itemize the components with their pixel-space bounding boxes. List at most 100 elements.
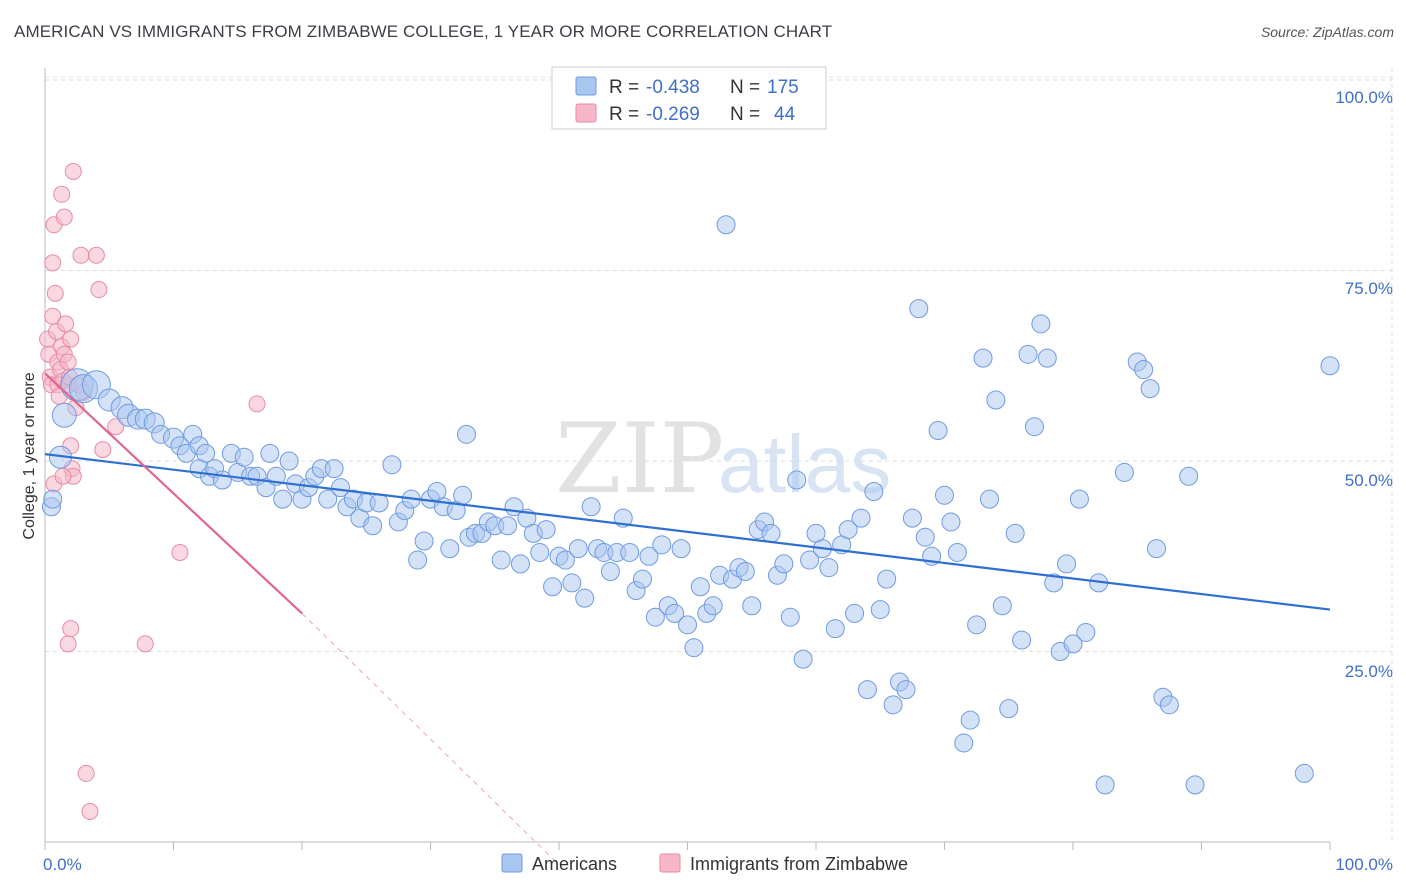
americans-point-79	[575, 588, 595, 608]
americans-point-69	[510, 554, 530, 574]
americans-point-83	[600, 561, 620, 581]
americans-point-90	[645, 607, 665, 627]
americans-point-137	[947, 542, 967, 562]
americans-point-170	[1320, 356, 1340, 376]
americans-point-122	[851, 508, 871, 528]
americans-point-59	[453, 485, 473, 505]
zimbabwe-point-37	[94, 441, 112, 459]
legend-r-value-americans: -0.438	[646, 77, 700, 98]
americans-point-94	[671, 539, 691, 559]
trend-lines	[44, 372, 1331, 866]
americans-point-95	[678, 615, 697, 635]
zimbabwe-point-31	[72, 246, 90, 264]
zimbabwe-point-43	[54, 467, 72, 485]
americans-point-99	[703, 596, 723, 616]
americans-point-30	[260, 443, 280, 463]
americans-point-121	[845, 603, 865, 623]
americans-point-143	[986, 390, 1006, 410]
americans-point-169	[1294, 763, 1314, 783]
zimbabwe-points	[39, 162, 266, 821]
americans-point-53	[414, 531, 434, 551]
americans-point-159	[1095, 775, 1115, 795]
americans-point-167	[1179, 466, 1199, 486]
zimbabwe-point-26	[62, 620, 80, 638]
americans-point-125	[870, 600, 890, 620]
americans-point-151	[1037, 348, 1057, 368]
bottom-legend-label-americans: Americans	[532, 854, 617, 874]
legend-swatch-zimbabwe	[575, 103, 597, 123]
watermark-atlas: atlas	[718, 419, 891, 510]
americans-point-3	[51, 402, 77, 428]
legend-box	[551, 66, 827, 130]
y-tick-label-50: 50.0%	[1345, 471, 1393, 490]
americans-point-123	[857, 680, 877, 700]
americans-point-124	[864, 481, 884, 501]
zimbabwe-point-40	[171, 543, 189, 561]
bottom-legend-swatch-zimbabwe	[659, 853, 681, 873]
americans-point-48	[382, 455, 402, 475]
zimbabwe-point-39	[136, 635, 154, 653]
americans-point-155	[1063, 634, 1083, 654]
americans-point-132	[915, 527, 935, 547]
legend-n-value-zimbabwe: 44	[774, 104, 796, 125]
americans-point-108	[761, 523, 781, 543]
y-tick-label-25: 25.0%	[1345, 662, 1393, 681]
americans-point-134	[928, 421, 948, 441]
americans-point-141	[973, 348, 993, 368]
americans-point-89	[639, 546, 659, 566]
americans-point-168	[1185, 775, 1205, 795]
americans-point-145	[999, 699, 1019, 719]
watermark-zip: ZIP	[555, 403, 724, 515]
americans-point-101	[716, 215, 736, 235]
americans-point-40	[324, 459, 344, 479]
zimbabwe-point-17	[53, 185, 71, 203]
americans-point-118	[825, 619, 845, 639]
americans-point-41	[331, 478, 351, 498]
zimbabwe-point-18	[55, 208, 73, 226]
americans-point-129	[896, 680, 916, 700]
x-tick-label-min: 0.0%	[43, 855, 82, 874]
americans-point-148	[1018, 344, 1038, 364]
legend-r-label-zimbabwe: R =	[609, 104, 639, 125]
zimbabwe-point-38	[107, 418, 125, 436]
americans-point-26	[234, 447, 254, 467]
americans-point-66	[491, 550, 511, 570]
americans-point-104	[735, 561, 755, 581]
americans-point-120	[838, 520, 858, 540]
americans-point-131	[909, 299, 929, 319]
legend: R = -0.438 N = 175 R = -0.269 N = 44	[551, 66, 827, 130]
legend-r-value-zimbabwe: -0.269	[646, 104, 700, 125]
americans-point-77	[562, 573, 582, 593]
source-label: Source: ZipAtlas.com	[1260, 24, 1394, 40]
zimbabwe-point-35	[87, 246, 105, 264]
americans-point-164	[1147, 539, 1167, 559]
americans-point-52	[408, 550, 428, 570]
americans-point-149	[1024, 417, 1044, 437]
americans-point-60	[456, 424, 476, 444]
y-axis-label: College, 1 year or more	[21, 372, 38, 539]
zimbabwe-point-28	[64, 162, 82, 180]
americans-point-163	[1140, 379, 1160, 399]
legend-n-label-americans: N =	[730, 77, 760, 98]
americans-points	[41, 215, 1340, 795]
americans-point-110	[774, 554, 794, 574]
americans-point-135	[935, 485, 954, 505]
americans-point-93	[665, 603, 685, 623]
legend-n-value-americans: 175	[767, 77, 799, 98]
legend-swatch-americans	[575, 76, 597, 96]
americans-point-150	[1031, 314, 1051, 334]
americans-point-47	[369, 493, 389, 513]
americans-point-111	[780, 607, 800, 627]
americans-point-147	[1012, 630, 1032, 650]
americans-point-96	[684, 638, 704, 658]
americans-point-162	[1134, 360, 1154, 380]
americans-point-138	[954, 733, 974, 753]
americans-point-86	[620, 542, 640, 562]
americans-point-74	[543, 577, 563, 597]
americans-point-78	[568, 539, 588, 559]
americans-point-127	[883, 695, 903, 715]
americans-point-80	[581, 497, 601, 517]
americans-point-39	[318, 489, 338, 509]
americans-point-1	[43, 489, 63, 509]
americans-point-160	[1114, 462, 1134, 482]
